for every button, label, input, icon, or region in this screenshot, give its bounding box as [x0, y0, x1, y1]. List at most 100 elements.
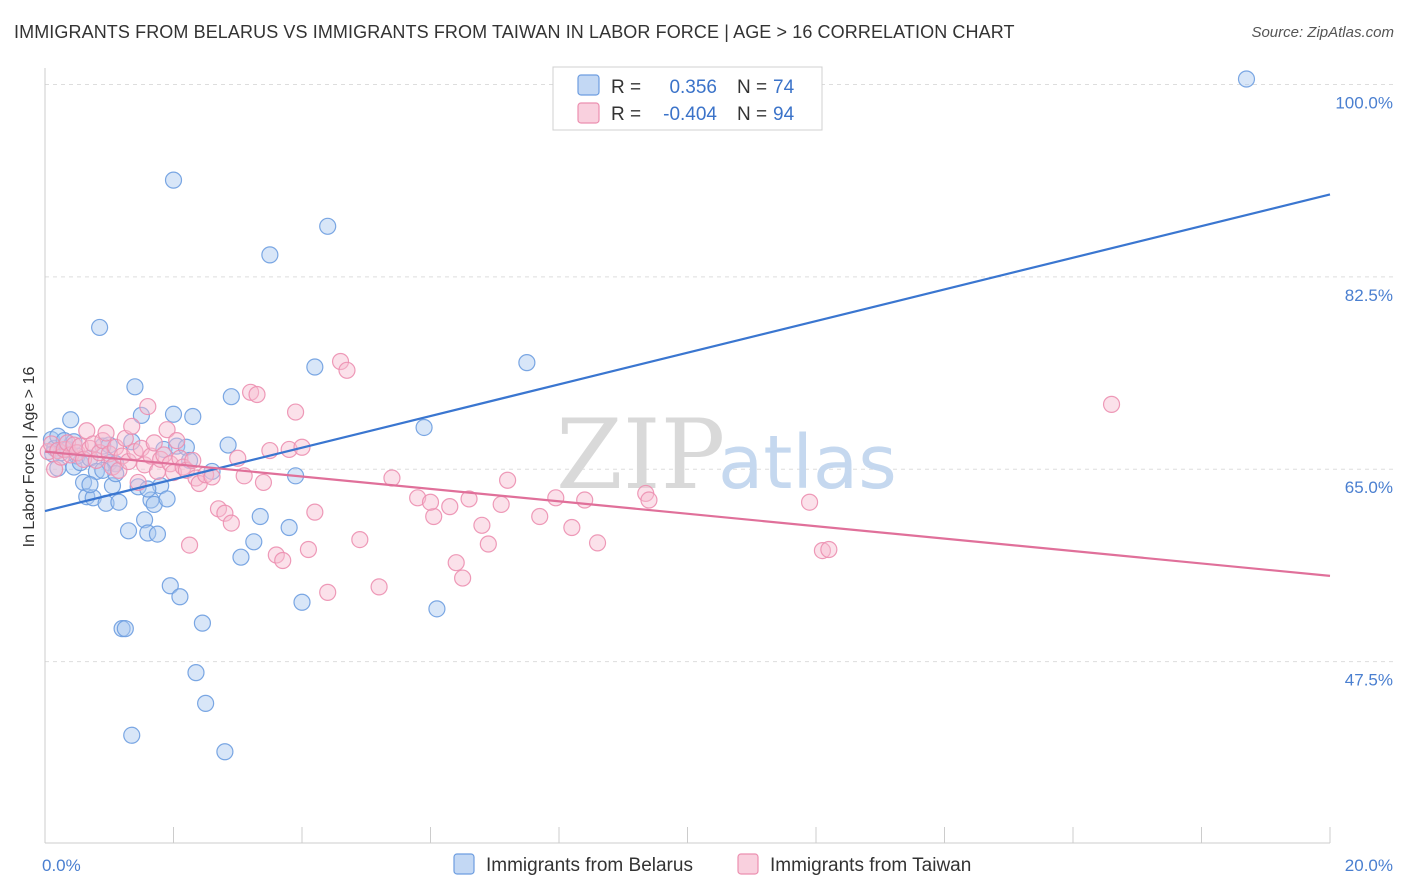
belarus-point-47	[193, 614, 212, 632]
taiwan-point-79	[492, 495, 510, 514]
belarus-point-60	[319, 217, 337, 235]
belarus-point-50	[219, 436, 237, 454]
taiwan-point-62	[286, 403, 305, 421]
belarus-point-15	[91, 318, 109, 337]
taiwan-point-86	[640, 491, 658, 509]
belarus-point-42	[164, 171, 183, 189]
belarus-point-40	[164, 405, 183, 423]
taiwan-point-55	[242, 383, 260, 401]
taiwan-point-75	[454, 569, 472, 587]
belarus-point-49	[216, 743, 234, 761]
stats-taiwan-swatch	[577, 102, 600, 124]
legend-taiwan-swatch	[737, 853, 759, 875]
stats-taiwan-r-value: -0.404	[663, 104, 717, 125]
taiwan-point-87	[800, 493, 819, 511]
belarus-point-56	[280, 518, 298, 537]
taiwan-point-51	[216, 504, 234, 522]
tick-layer: 100.0% 82.5% 65.0% 47.5% 0.0% 20.0%	[42, 93, 1393, 875]
belarus-point-46	[187, 664, 205, 682]
taiwan-point-66	[331, 352, 350, 371]
belarus-point-58	[293, 593, 311, 611]
belarus-point-48	[197, 694, 215, 712]
stats-legend: R = 0.356 N = 74 R = -0.404 N = 94	[552, 66, 823, 131]
taiwan-point-18	[97, 424, 115, 442]
belarus-point-25	[116, 620, 134, 638]
series-belarus-points	[42, 70, 1256, 761]
taiwan-point-82	[563, 518, 581, 537]
taiwan-point-92	[421, 493, 440, 511]
taiwan-point-93	[499, 471, 517, 489]
taiwan-point-84	[588, 534, 607, 552]
y-tick-label-0: 100.0%	[1335, 93, 1393, 112]
taiwan-point-68	[351, 530, 369, 549]
taiwan-point-63	[299, 540, 318, 559]
belarus-point-6	[62, 411, 80, 429]
taiwan-point-90	[1102, 395, 1121, 413]
taiwan-point-83	[576, 491, 594, 509]
taiwan-point-57	[254, 473, 273, 492]
taiwan-point-40	[168, 432, 186, 450]
belarus-point-53	[245, 533, 263, 551]
belarus-point-26	[119, 522, 138, 540]
taiwan-point-14	[84, 435, 102, 453]
taiwan-point-64	[306, 503, 324, 521]
belarus-point-63	[518, 354, 536, 372]
bottom-legend: Immigrants from Belarus Immigrants from …	[453, 853, 971, 876]
series-taiwan-points	[39, 352, 1121, 601]
belarus-point-10	[74, 473, 93, 492]
taiwan-point-42	[174, 458, 192, 476]
belarus-point-62	[428, 600, 446, 618]
taiwan-point-60	[274, 551, 292, 570]
belarus-point-59	[306, 358, 324, 376]
belarus-point-64	[1237, 70, 1256, 88]
taiwan-point-33	[145, 434, 163, 452]
taiwan-point-77	[473, 516, 491, 534]
taiwan-point-32	[142, 447, 160, 465]
taiwan-point-31	[139, 397, 157, 416]
taiwan-point-76	[460, 490, 478, 508]
legend-belarus-swatch	[453, 853, 475, 875]
belarus-point-61	[415, 418, 433, 437]
taiwan-point-80	[531, 507, 549, 526]
belarus-point-55	[261, 246, 279, 264]
taiwan-point-73	[441, 498, 459, 516]
grid-layer	[45, 83, 1393, 663]
belarus-point-28	[126, 378, 144, 396]
trend-layer	[44, 193, 1331, 577]
y-tick-label-2: 65.0%	[1345, 478, 1393, 497]
legend-taiwan-label: Immigrants from Taiwan	[770, 855, 971, 876]
stats-taiwan-n-label: N =	[737, 104, 767, 125]
x-tick-label-1: 20.0%	[1345, 856, 1393, 875]
taiwan-point-74	[447, 554, 465, 572]
belarus-point-31	[135, 511, 154, 529]
taiwan-point-37	[158, 421, 176, 439]
taiwan-point-56	[248, 385, 266, 404]
taiwan-point-69	[370, 578, 388, 596]
taiwan-point-65	[319, 583, 337, 601]
stats-belarus-n-value: 74	[773, 77, 795, 98]
belarus-point-23	[110, 493, 128, 511]
belarus-point-35	[148, 525, 167, 543]
belarus-point-54	[251, 507, 269, 526]
taiwan-point-88	[813, 541, 832, 560]
belarus-point-43	[171, 588, 189, 606]
belarus-point-34	[145, 495, 163, 514]
stats-belarus-r-label: R =	[611, 77, 641, 98]
taiwan-point-44	[180, 536, 199, 554]
stats-belarus-r-value: 0.356	[669, 77, 717, 98]
belarus-point-52	[232, 548, 250, 566]
belarus-point-39	[161, 577, 179, 595]
belarus-point-30	[132, 406, 150, 424]
belarus-point-38	[158, 490, 176, 508]
belarus-point-67	[81, 476, 99, 494]
y-axis-label: In Labor Force | Age > 16	[21, 367, 38, 548]
belarus-point-68	[123, 726, 141, 744]
taiwan-point-52	[222, 514, 240, 532]
belarus-point-45	[184, 407, 202, 426]
taiwan-point-72	[425, 507, 443, 526]
stats-taiwan-r-label: R =	[611, 104, 641, 125]
watermark-atlas: atlas	[718, 420, 897, 506]
stats-belarus-n-label: N =	[737, 77, 767, 98]
chart-source: Source: ZipAtlas.com	[1251, 24, 1394, 41]
